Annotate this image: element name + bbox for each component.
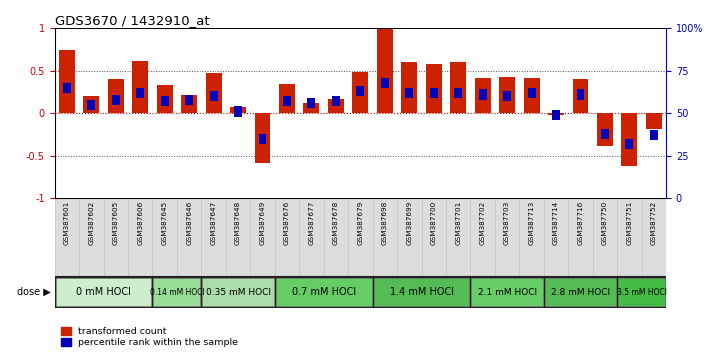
- Bar: [572, 79, 588, 113]
- Bar: [307, 98, 315, 108]
- Bar: [499, 77, 515, 113]
- Bar: [210, 91, 218, 101]
- Bar: [528, 88, 536, 98]
- Bar: [618, 278, 665, 306]
- Bar: [577, 90, 585, 100]
- Bar: [597, 113, 613, 145]
- Bar: [202, 278, 274, 306]
- Bar: [622, 113, 638, 166]
- Text: GSM387703: GSM387703: [504, 201, 510, 245]
- Bar: [328, 99, 344, 113]
- Bar: [405, 88, 414, 98]
- Bar: [426, 64, 442, 113]
- Bar: [450, 62, 466, 113]
- Bar: [161, 96, 169, 107]
- Text: GSM387606: GSM387606: [137, 201, 143, 245]
- Bar: [112, 95, 119, 105]
- Bar: [108, 79, 124, 113]
- Legend: transformed count, percentile rank within the sample: transformed count, percentile rank withi…: [59, 325, 240, 349]
- Text: GSM387700: GSM387700: [431, 201, 437, 245]
- Bar: [357, 86, 364, 96]
- Bar: [234, 107, 242, 117]
- Bar: [136, 88, 144, 98]
- Bar: [205, 73, 221, 113]
- Text: GSM387676: GSM387676: [284, 201, 290, 245]
- Bar: [83, 96, 99, 113]
- Bar: [258, 134, 266, 144]
- Bar: [479, 90, 486, 100]
- Text: 0.35 mM HOCl: 0.35 mM HOCl: [205, 287, 271, 297]
- Text: GSM387752: GSM387752: [651, 201, 657, 245]
- Bar: [472, 278, 543, 306]
- Bar: [255, 113, 271, 162]
- Bar: [55, 278, 151, 306]
- Bar: [381, 78, 389, 88]
- Text: GSM387750: GSM387750: [602, 201, 608, 245]
- Text: GSM387714: GSM387714: [553, 201, 559, 245]
- Bar: [63, 83, 71, 93]
- Text: 2.1 mM HOCl: 2.1 mM HOCl: [478, 287, 537, 297]
- Text: GDS3670 / 1432910_at: GDS3670 / 1432910_at: [55, 14, 209, 27]
- Bar: [276, 278, 371, 306]
- Bar: [523, 78, 539, 113]
- Text: GSM387698: GSM387698: [381, 201, 388, 245]
- Text: GSM387647: GSM387647: [210, 201, 217, 245]
- Text: GSM387649: GSM387649: [259, 201, 266, 245]
- Bar: [304, 103, 320, 113]
- Text: 0 mM HOCl: 0 mM HOCl: [76, 287, 131, 297]
- Bar: [373, 278, 470, 306]
- Bar: [157, 85, 173, 113]
- Bar: [601, 129, 609, 139]
- Text: GSM387677: GSM387677: [309, 201, 314, 245]
- Text: GSM387601: GSM387601: [64, 201, 70, 245]
- Bar: [377, 28, 393, 113]
- Bar: [230, 107, 246, 113]
- Bar: [87, 100, 95, 110]
- Text: GSM387648: GSM387648: [235, 201, 241, 245]
- Bar: [59, 50, 75, 113]
- Bar: [625, 139, 633, 149]
- Text: GSM387751: GSM387751: [626, 201, 633, 245]
- Text: 0.14 mM HOCl: 0.14 mM HOCl: [149, 287, 205, 297]
- Bar: [401, 62, 417, 113]
- Text: GSM387646: GSM387646: [186, 201, 192, 245]
- Bar: [185, 95, 193, 105]
- Bar: [283, 96, 291, 107]
- Text: 3.5 mM HOCl: 3.5 mM HOCl: [617, 287, 667, 297]
- Bar: [548, 113, 564, 115]
- Text: GSM387702: GSM387702: [480, 201, 486, 245]
- Bar: [650, 130, 658, 141]
- Text: GSM387602: GSM387602: [88, 201, 95, 245]
- Bar: [181, 95, 197, 113]
- Text: 2.8 mM HOCl: 2.8 mM HOCl: [551, 287, 610, 297]
- Bar: [454, 88, 462, 98]
- Bar: [279, 84, 295, 113]
- Text: 0.7 mM HOCl: 0.7 mM HOCl: [292, 287, 356, 297]
- Text: GSM387678: GSM387678: [333, 201, 339, 245]
- Text: dose ▶: dose ▶: [17, 287, 51, 297]
- Bar: [154, 278, 200, 306]
- Text: GSM387701: GSM387701: [455, 201, 462, 245]
- Text: GSM387645: GSM387645: [162, 201, 167, 245]
- Bar: [475, 78, 491, 113]
- Bar: [132, 61, 149, 113]
- Bar: [646, 113, 662, 129]
- Text: GSM387605: GSM387605: [113, 201, 119, 245]
- Bar: [545, 278, 616, 306]
- Bar: [352, 73, 368, 113]
- Text: GSM387679: GSM387679: [357, 201, 363, 245]
- Text: GSM387716: GSM387716: [577, 201, 584, 245]
- Bar: [552, 110, 560, 120]
- Bar: [503, 91, 511, 101]
- Text: GSM387713: GSM387713: [529, 201, 534, 245]
- Text: 1.4 mM HOCl: 1.4 mM HOCl: [389, 287, 454, 297]
- Text: GSM387699: GSM387699: [406, 201, 412, 245]
- Bar: [332, 96, 340, 107]
- Bar: [430, 88, 438, 98]
